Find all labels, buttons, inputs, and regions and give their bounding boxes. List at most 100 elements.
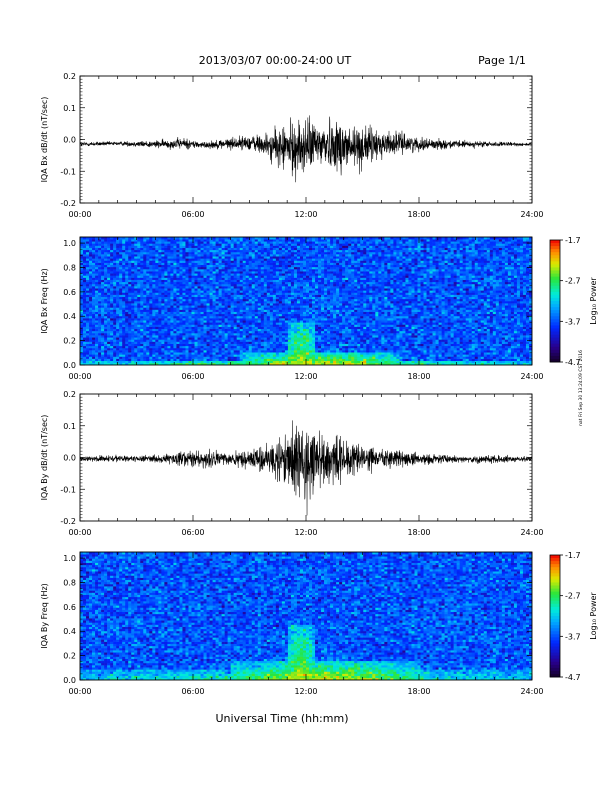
side-stamp: nat Fri Sep 30 13:24:09 CST 2016 — [578, 350, 584, 426]
spectrogram-cell — [296, 251, 301, 255]
spectrogram-cell — [146, 277, 150, 280]
spectrogram-cell — [191, 315, 195, 319]
spectrogram-cell — [149, 286, 153, 289]
spectrogram-cell — [86, 275, 90, 278]
spectrogram-cell — [287, 305, 292, 308]
spectrogram-cell — [116, 354, 120, 357]
spectrogram-cell — [215, 350, 219, 353]
spectrogram-cell — [290, 239, 295, 242]
spectrogram-cell — [206, 360, 210, 364]
spectrogram-cell — [218, 275, 222, 278]
spectrogram-cell — [227, 324, 231, 327]
spectrogram-cell — [302, 273, 307, 276]
spectrogram-cell — [143, 266, 147, 270]
spectrogram-cell — [299, 262, 304, 266]
spectrogram-cell — [149, 296, 153, 300]
spectrogram-cell — [260, 269, 265, 272]
spectrogram-cell — [306, 264, 310, 268]
spectrogram-cell — [218, 320, 222, 323]
spectrogram-cell — [167, 322, 171, 325]
spectrogram-cell — [155, 290, 159, 293]
spectrogram-cell — [194, 260, 198, 263]
spectrogram-cell — [275, 307, 280, 310]
spectrogram-cell — [272, 328, 277, 332]
spectrogram-cell — [318, 347, 322, 351]
spectrogram-cell — [293, 279, 298, 283]
spectrogram-cell — [200, 277, 204, 280]
spectrogram-cell — [302, 358, 307, 362]
spectrogram-cell — [95, 307, 99, 310]
spectrogram-cell — [173, 318, 177, 321]
spectrogram-cell — [146, 307, 150, 310]
spectrogram-cell — [269, 335, 274, 338]
spectrogram-cell — [278, 339, 283, 342]
spectrogram-cell — [98, 326, 102, 330]
spectrogram-cell — [83, 362, 87, 365]
spectrogram-cell — [182, 328, 186, 332]
spectrogram-cell — [182, 294, 186, 298]
spectrogram-cell — [98, 275, 102, 278]
y-tick-label: -0.1 — [60, 167, 76, 176]
spectrogram-cell — [251, 262, 256, 266]
spectrogram-cell — [152, 290, 156, 293]
spectrogram-cell — [194, 262, 198, 266]
spectrogram-cell — [161, 243, 165, 246]
spectrogram-cell — [212, 345, 216, 349]
spectrogram-cell — [224, 283, 228, 287]
spectrogram-cell — [275, 333, 280, 336]
spectrogram-cell — [206, 335, 210, 338]
spectrogram-cell — [290, 266, 295, 270]
spectrogram-cell — [113, 339, 117, 342]
spectrogram-cell — [164, 356, 168, 359]
spectrogram-cell — [107, 260, 111, 263]
spectrogram-cell — [309, 260, 313, 263]
spectrogram-cell — [131, 247, 135, 251]
spectrogram-cell — [293, 286, 298, 289]
spectrogram-cell — [242, 262, 247, 266]
spectrogram-cell — [122, 335, 126, 338]
spectrogram-cell — [296, 292, 301, 295]
spectrogram-cell — [296, 262, 301, 266]
spectrogram-cell — [263, 264, 268, 268]
spectrogram-cell — [173, 269, 177, 272]
spectrogram-cell — [95, 298, 99, 302]
spectrogram-cell — [89, 271, 93, 274]
spectrogram-cell — [137, 292, 141, 295]
spectrogram-cell — [188, 243, 192, 246]
spectrogram-cell — [293, 328, 298, 332]
spectrogram-cell — [194, 258, 198, 261]
spectrogram-cell — [110, 281, 114, 285]
spectrogram-cell — [122, 273, 126, 276]
spectrogram-cell — [95, 292, 99, 295]
spectrogram-cell — [272, 350, 277, 353]
spectrogram-cell — [197, 347, 201, 351]
spectrogram-cell — [266, 279, 271, 283]
spectrogram-cell — [318, 298, 322, 302]
spectrogram-cell — [110, 286, 114, 289]
spectrogram-cell — [185, 318, 189, 321]
spectrogram-cell — [185, 286, 189, 289]
spectrogram-cell — [104, 347, 108, 351]
spectrogram-cell — [155, 324, 159, 327]
spectrogram-cell — [86, 305, 90, 308]
spectrogram-cell — [182, 301, 186, 304]
spectrogram-cell — [318, 330, 322, 334]
spectrogram-cell — [86, 273, 90, 276]
spectrogram-cell — [95, 358, 99, 362]
spectrogram-cell — [315, 318, 319, 321]
spectrogram-cell — [290, 356, 295, 359]
spectrogram-cell — [212, 249, 216, 253]
spectrogram-cell — [299, 298, 304, 302]
spectrogram-cell — [248, 326, 253, 330]
spectrogram-cell — [143, 279, 147, 283]
spectrogram-cell — [122, 294, 126, 298]
spectrogram-cell — [218, 247, 222, 251]
spectrogram-cell — [140, 326, 144, 330]
spectrogram-cell — [272, 354, 277, 357]
spectrogram-cell — [239, 245, 244, 248]
spectrogram-cell — [254, 273, 259, 276]
spectrogram-cell — [284, 288, 289, 291]
spectrogram-cell — [125, 269, 129, 272]
spectrogram-cell — [266, 324, 271, 327]
spectrogram-cell — [173, 333, 177, 336]
